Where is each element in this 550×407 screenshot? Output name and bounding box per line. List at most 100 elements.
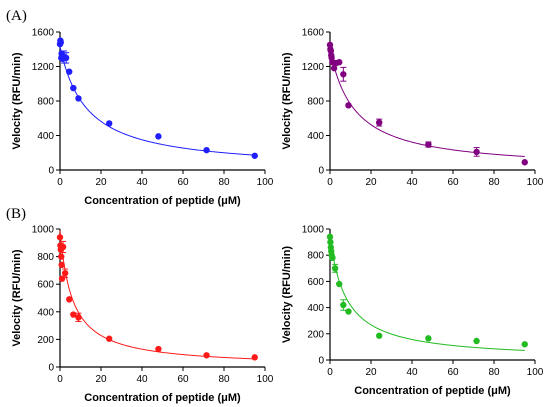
y-tick-label: 1600 <box>32 28 55 39</box>
x-tick-label: 100 <box>257 374 274 385</box>
data-point <box>75 314 82 321</box>
x-tick-label: 40 <box>136 374 148 385</box>
data-point <box>521 341 528 348</box>
x-axis-title: Concentration of peptide (μM) <box>84 195 241 207</box>
y-tick-label: 600 <box>37 280 54 291</box>
data-point <box>473 337 480 345</box>
panel-label-b: (B) <box>6 206 26 222</box>
y-tick-label: 1200 <box>32 62 55 73</box>
data-point <box>473 148 480 156</box>
x-tick-label: 0 <box>327 177 333 188</box>
data-point <box>155 133 162 140</box>
data-point <box>425 335 432 342</box>
y-tick-label: 800 <box>37 252 54 263</box>
x-tick-label: 80 <box>488 177 500 188</box>
fit-curve <box>329 49 525 157</box>
data-point <box>58 253 65 260</box>
y-tick-label: 400 <box>307 303 324 314</box>
x-tick-label: 0 <box>327 367 333 378</box>
data-point <box>521 159 528 166</box>
data-point <box>376 119 383 126</box>
x-tick-label: 100 <box>527 177 544 188</box>
x-tick-label: 40 <box>406 177 418 188</box>
x-tick-label: 100 <box>527 367 544 378</box>
y-tick-label: 0 <box>48 166 54 177</box>
y-tick-label: 1000 <box>32 225 55 236</box>
fit-curve <box>59 46 255 156</box>
charts-group: 0 20 40 60 80 100040080012001600Concentration… <box>11 28 544 405</box>
data-point <box>330 65 338 72</box>
data-point <box>336 280 343 288</box>
x-tick-label: 100 <box>257 177 274 188</box>
data-point <box>56 234 64 241</box>
chart-0: 0 20 40 60 80 100 0 400 800 1200 1600 Concentration… <box>11 28 274 208</box>
data-point <box>425 141 432 148</box>
data-point <box>340 301 347 309</box>
data-point <box>57 39 65 46</box>
x-tick-label: 80 <box>218 177 230 188</box>
y-tick-label: 400 <box>307 131 324 142</box>
y-tick-label: 800 <box>307 97 324 108</box>
x-tick-label: 20 <box>365 177 377 188</box>
x-tick-label: 60 <box>177 177 189 188</box>
data-point <box>203 352 210 359</box>
data-point <box>327 238 334 246</box>
y-tick-label: 400 <box>37 307 54 318</box>
data-point <box>66 296 73 303</box>
data-point <box>336 58 343 66</box>
y-tick-label: 1600 <box>302 28 325 39</box>
y-tick-label: 400 <box>37 131 54 142</box>
data-point <box>203 146 210 154</box>
data-point <box>251 354 258 361</box>
x-tick-label: 60 <box>177 374 189 385</box>
y-tick-label: 0 <box>48 363 54 374</box>
x-tick-label: 0 <box>57 177 63 188</box>
data-point <box>61 269 69 277</box>
y-tick-label: 1000 <box>302 225 325 236</box>
y-tick-label: 1200 <box>302 62 325 73</box>
x-tick-label: 40 <box>406 367 418 378</box>
y-tick-label: 0 <box>318 166 324 177</box>
data-point <box>66 68 73 75</box>
data-point <box>345 102 352 109</box>
data-point <box>58 275 66 282</box>
data-point <box>70 311 77 318</box>
data-point <box>345 308 352 315</box>
x-tick-label: 40 <box>136 177 148 188</box>
x-tick-label: 0 <box>57 374 63 385</box>
data-point <box>59 243 67 251</box>
y-tick-label: 800 <box>307 251 324 262</box>
x-tick-label: 20 <box>365 367 377 378</box>
y-tick-label: 200 <box>307 329 324 340</box>
data-point <box>106 120 113 127</box>
data-point <box>155 345 162 353</box>
panel-label-a: (A) <box>6 8 27 24</box>
chart-2: 0 20 40 60 80 10002004006008001000Concentrati… <box>11 225 274 405</box>
x-tick-label: 60 <box>447 177 459 188</box>
x-tick-label: 80 <box>488 367 500 378</box>
data-point <box>106 335 113 342</box>
y-tick-label: 0 <box>318 356 324 367</box>
y-tick-label: 200 <box>37 335 54 346</box>
data-point <box>331 265 339 272</box>
y-axis-title: Velocity (RFU/min) <box>281 246 293 344</box>
data-point <box>340 71 347 78</box>
data-point <box>75 95 82 102</box>
data-point <box>251 152 258 159</box>
x-axis-title: Concentration of peptide (μM) <box>84 392 241 404</box>
y-tick-label: 600 <box>307 277 324 288</box>
x-tick-label: 60 <box>447 367 459 378</box>
data-point <box>376 332 383 339</box>
data-point <box>70 84 77 92</box>
x-tick-label: 80 <box>218 374 230 385</box>
data-point <box>326 233 334 241</box>
chart-1: 0 20 40 60 80 100 0 400 800 1200 1600 Velocity (RFU… <box>281 28 544 189</box>
data-point <box>62 54 70 62</box>
data-point <box>58 261 65 269</box>
x-tick-label: 20 <box>95 177 107 188</box>
y-axis-title: Velocity (RFU/min) <box>281 52 293 150</box>
fit-curve <box>329 236 525 351</box>
y-tick-label: 800 <box>37 97 54 108</box>
data-point <box>329 254 336 262</box>
